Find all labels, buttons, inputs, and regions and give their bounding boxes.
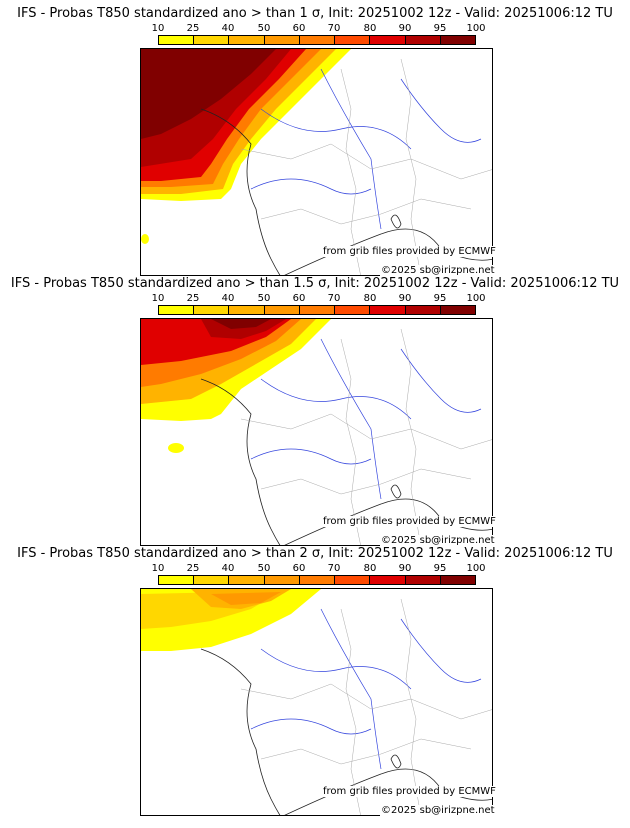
colorbar-swatch: [264, 306, 300, 314]
tick-label: 100: [466, 23, 486, 34]
copyright-text: ©2025 sb@irizpne.net: [380, 265, 496, 276]
colorbar-swatch: [159, 306, 195, 314]
colorbar-swatch: [370, 576, 406, 584]
colorbar-swatch: [335, 306, 371, 314]
probability-map: [140, 48, 493, 276]
tick-label: 40: [221, 293, 235, 304]
colorbar: [158, 35, 476, 45]
data-credit: from grib files provided by ECMWF: [322, 516, 497, 527]
tick-label: 90: [398, 293, 412, 304]
colorbar-swatch: [229, 306, 265, 314]
tick-label: 80: [363, 293, 377, 304]
tick-label: 95: [433, 23, 447, 34]
tick-label: 100: [466, 563, 486, 574]
tick-label: 60: [292, 563, 306, 574]
data-credit: from grib files provided by ECMWF: [322, 786, 497, 797]
colorbar-swatch: [229, 576, 265, 584]
colorbar-swatch: [370, 306, 406, 314]
tick-label: 50: [257, 293, 271, 304]
colorbar-swatch: [335, 36, 371, 44]
colorbar-ticks: 10 25 40 50 60 70 80 90 95 100: [152, 293, 486, 305]
tick-label: 95: [433, 293, 447, 304]
tick-label: 100: [466, 293, 486, 304]
tick-label: 10: [151, 293, 165, 304]
copyright-text: ©2025 sb@irizpne.net: [380, 805, 496, 816]
colorbar-swatch: [405, 306, 441, 314]
tick-label: 60: [292, 293, 306, 304]
tick-label: 10: [151, 23, 165, 34]
tick-label: 50: [257, 563, 271, 574]
colorbar-swatch: [299, 576, 336, 584]
colorbar-swatch: [159, 576, 195, 584]
probability-map: [140, 588, 493, 816]
tick-label: 90: [398, 563, 412, 574]
colorbar-swatch: [299, 306, 336, 314]
colorbar-swatch: [335, 576, 371, 584]
tick-label: 40: [221, 563, 235, 574]
colorbar-swatch: [370, 36, 406, 44]
map-panel-1: IFS - Probas T850 standardized ano > tha…: [0, 0, 630, 276]
tick-label: 25: [186, 563, 200, 574]
panel-title: IFS - Probas T850 standardized ano > tha…: [17, 546, 613, 561]
tick-label: 80: [363, 23, 377, 34]
colorbar-swatch: [405, 36, 441, 44]
colorbar-ticks: 10 25 40 50 60 70 80 90 95 100: [152, 563, 486, 575]
tick-label: 90: [398, 23, 412, 34]
colorbar-swatch: [264, 36, 300, 44]
colorbar-swatch: [405, 576, 441, 584]
tick-label: 95: [433, 563, 447, 574]
colorbar-swatch: [440, 36, 475, 44]
map-panel-2: IFS - Probas T850 standardized ano > tha…: [0, 270, 630, 546]
colorbar-swatch: [299, 36, 336, 44]
copyright-text: ©2025 sb@irizpne.net: [380, 535, 496, 546]
tick-label: 10: [151, 563, 165, 574]
colorbar-swatch: [194, 576, 230, 584]
probability-map: [140, 318, 493, 546]
colorbar-ticks: 10 25 40 50 60 70 80 90 95 100: [152, 23, 486, 35]
map-panel-3: IFS - Probas T850 standardized ano > tha…: [0, 540, 630, 816]
colorbar-swatch: [264, 576, 300, 584]
data-credit: from grib files provided by ECMWF: [322, 246, 497, 257]
tick-label: 80: [363, 563, 377, 574]
tick-label: 70: [327, 23, 341, 34]
panel-title: IFS - Probas T850 standardized ano > tha…: [10, 276, 620, 291]
tick-label: 25: [186, 293, 200, 304]
colorbar: [158, 575, 476, 585]
colorbar-swatch: [194, 36, 230, 44]
tick-label: 70: [327, 563, 341, 574]
tick-label: 25: [186, 23, 200, 34]
panel-title: IFS - Probas T850 standardized ano > tha…: [17, 6, 613, 21]
tick-label: 40: [221, 23, 235, 34]
tick-label: 50: [257, 23, 271, 34]
colorbar-swatch: [440, 576, 475, 584]
colorbar-swatch: [194, 306, 230, 314]
colorbar-swatch: [159, 36, 195, 44]
colorbar-swatch: [440, 306, 475, 314]
tick-label: 60: [292, 23, 306, 34]
tick-label: 70: [327, 293, 341, 304]
colorbar: [158, 305, 476, 315]
colorbar-swatch: [229, 36, 265, 44]
